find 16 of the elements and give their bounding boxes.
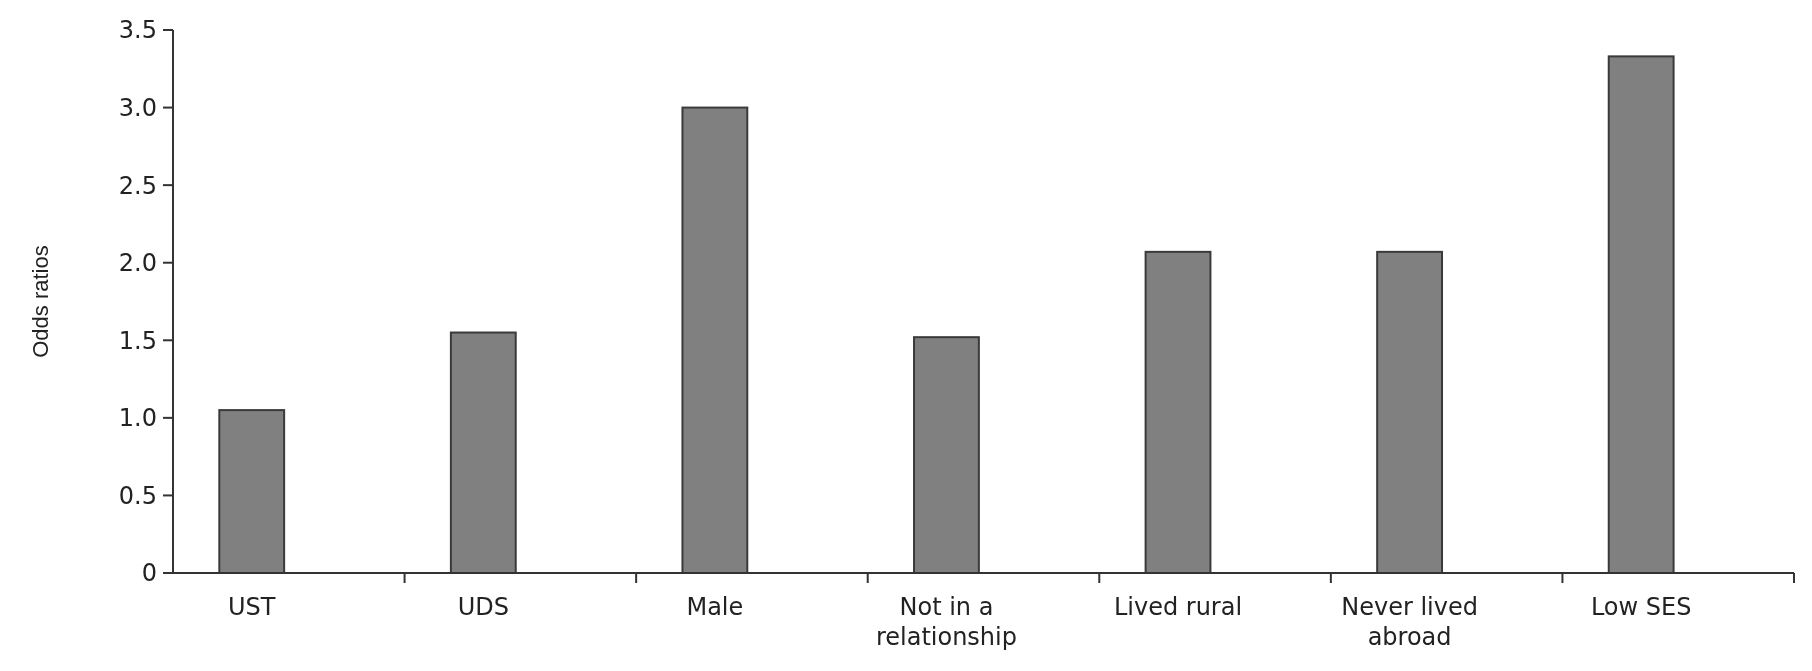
x-tick-label: UST xyxy=(228,593,276,621)
x-tick-label: Male xyxy=(686,593,744,621)
x-tick-label: Never lived abroad xyxy=(1341,593,1478,651)
y-tick-label: 2.0 xyxy=(118,249,157,278)
y-tick-label: 1.5 xyxy=(118,326,157,355)
x-tick-label: Low SES xyxy=(1590,593,1692,621)
x-tick-label: Not in a relationship xyxy=(875,593,1017,651)
x-tick-label: Lived rural xyxy=(1113,593,1243,621)
x-tick-label: UDS xyxy=(457,593,509,621)
y-tick-label: 0 xyxy=(141,559,157,588)
y-tick-label: 1.0 xyxy=(118,404,157,433)
y-tick-label: 2.5 xyxy=(118,171,157,200)
y-tick-label: 0.5 xyxy=(118,481,157,510)
y-axis-title: Odds ratios xyxy=(28,245,53,358)
y-tick-label: 3.5 xyxy=(118,16,157,45)
y-tick-label: 3.0 xyxy=(118,93,157,122)
